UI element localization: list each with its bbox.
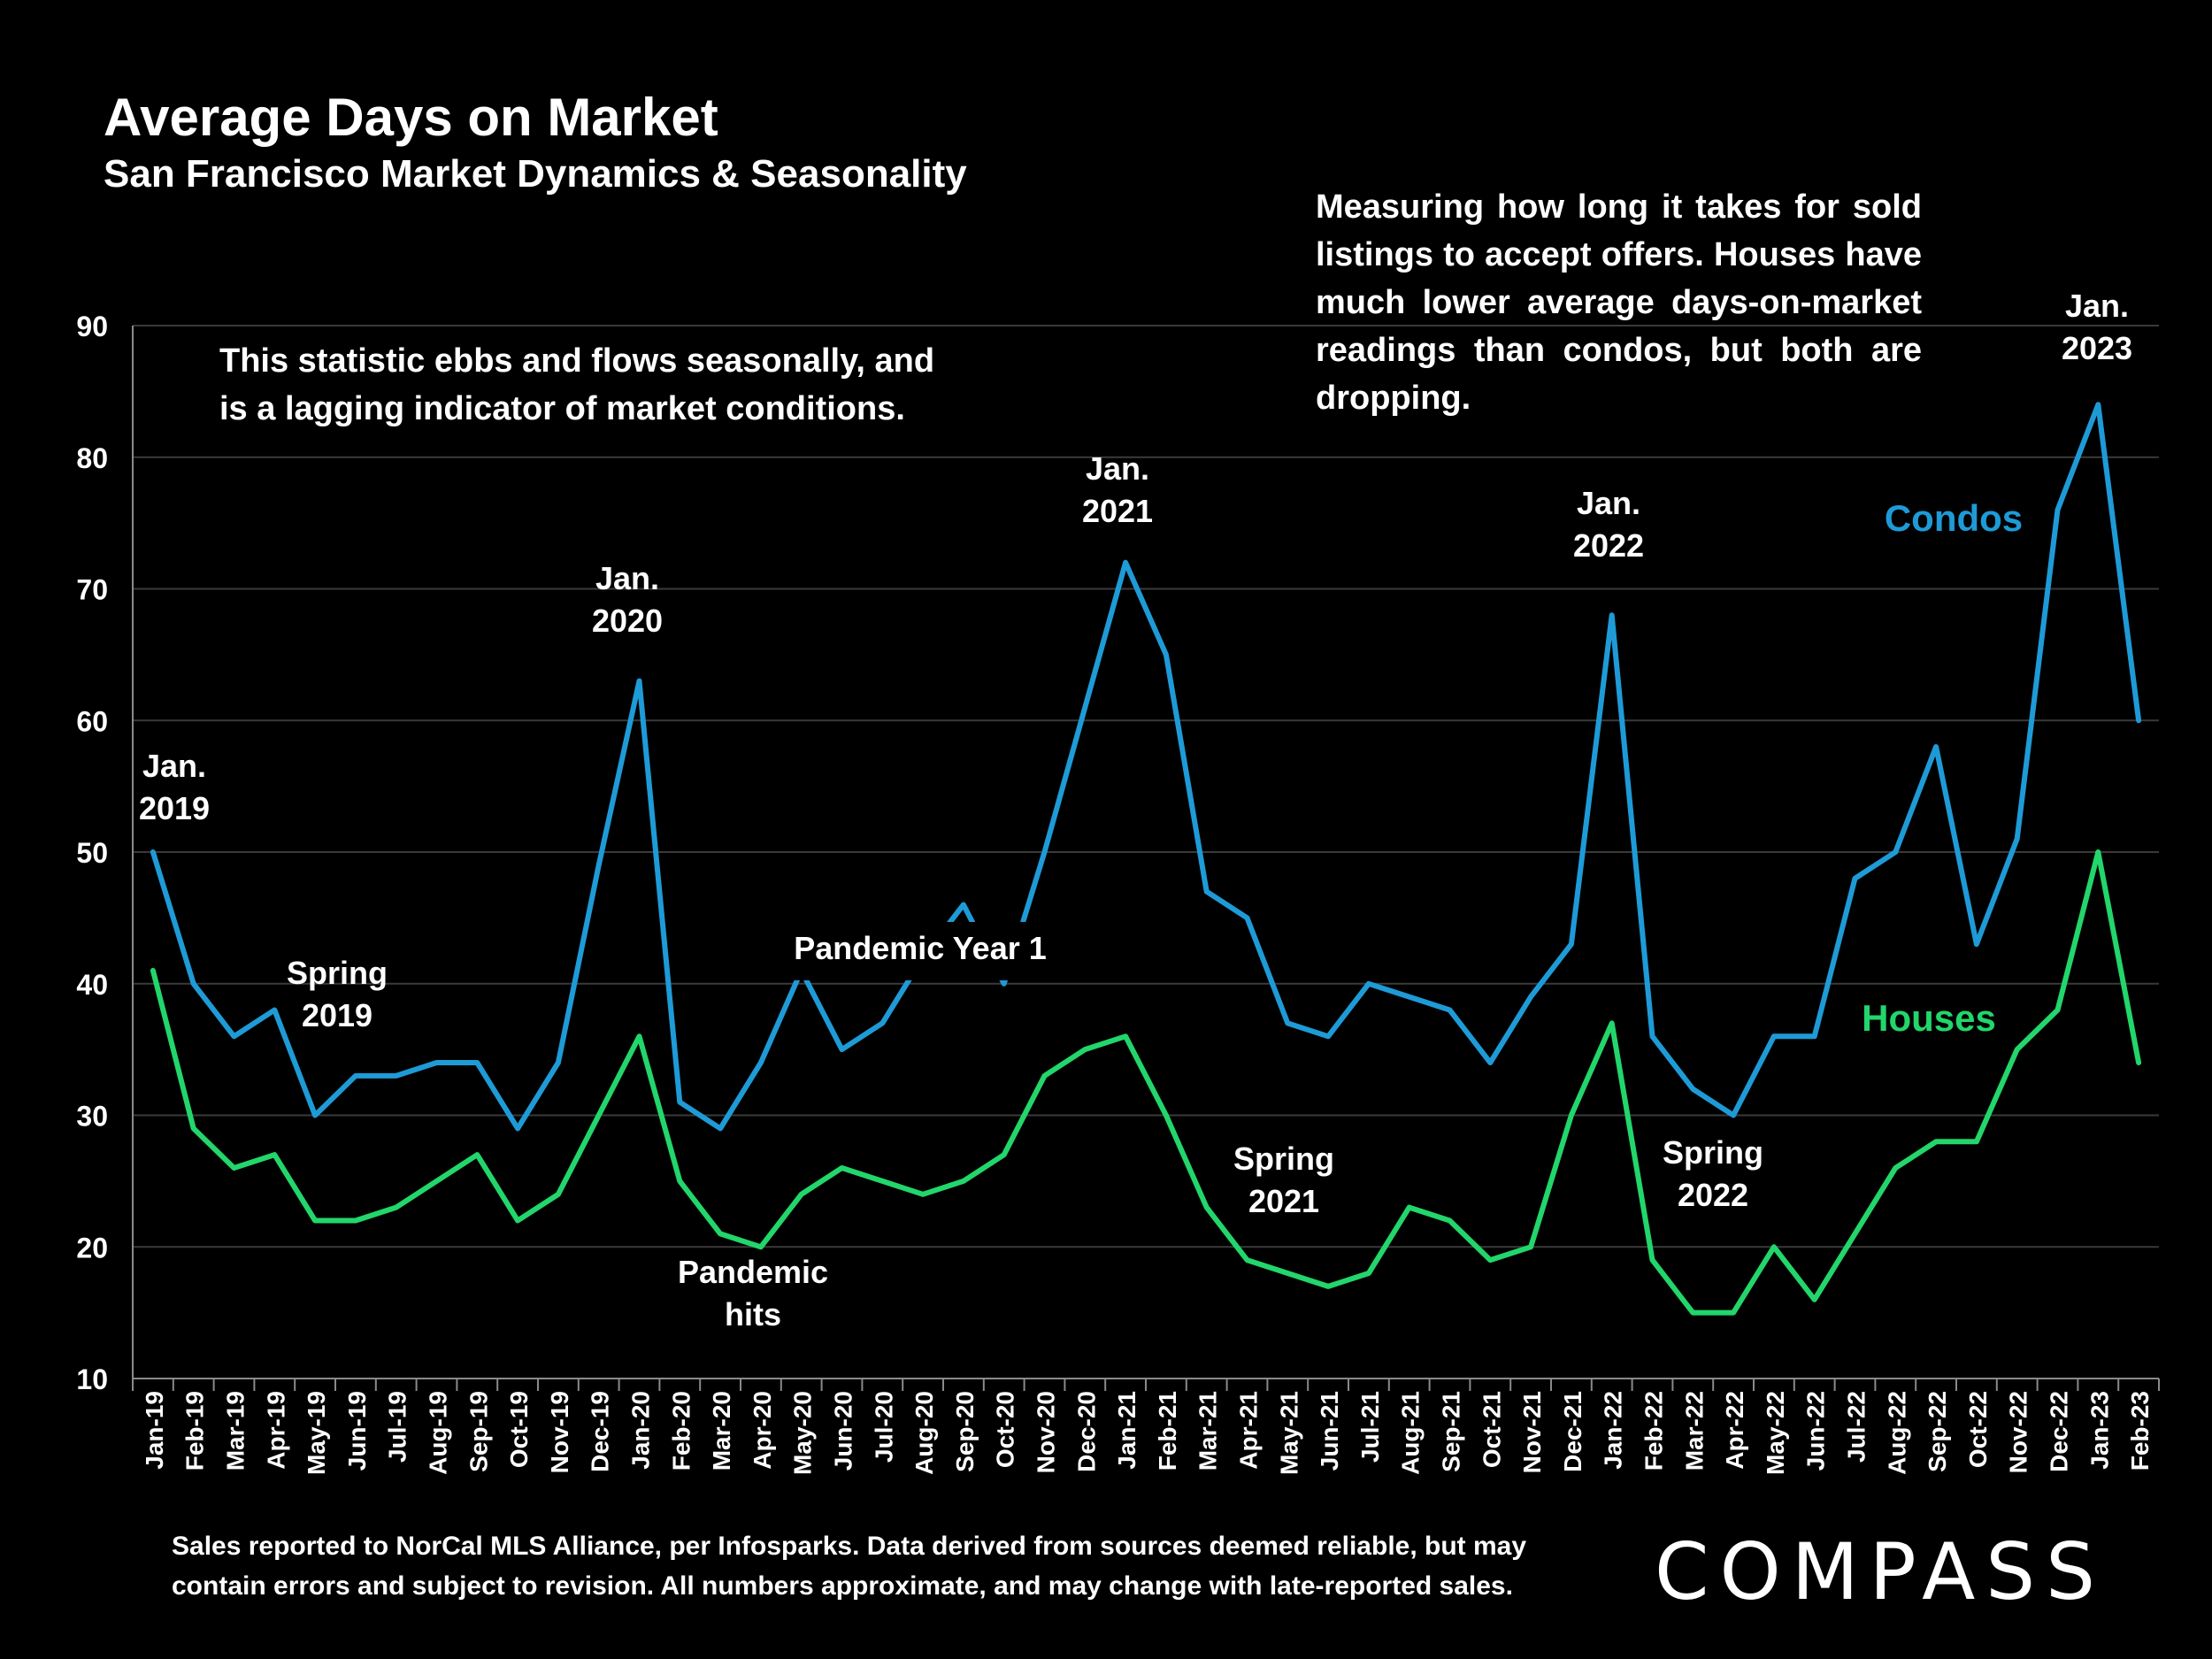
annotation-label: Spring (1663, 1134, 1763, 1171)
y-tick-label: 80 (76, 442, 108, 474)
y-tick-label: 50 (76, 837, 108, 869)
note-measurement: Measuring how long it takes for sold lis… (1316, 188, 1922, 417)
y-tick-label: 20 (76, 1232, 108, 1263)
x-tick-label: Jan-19 (141, 1391, 168, 1470)
annotation-label: 2019 (302, 997, 373, 1033)
x-tick-label: Jun-22 (1802, 1391, 1830, 1471)
x-tick-label: Aug-20 (910, 1391, 938, 1475)
x-tick-label: Jun-20 (830, 1391, 857, 1471)
annotation-label: Jan. (1086, 450, 1149, 487)
x-tick-label: Nov-19 (546, 1391, 573, 1473)
x-tick-label: Oct-20 (992, 1391, 1019, 1468)
x-tick-label: May-19 (303, 1391, 330, 1475)
y-tick-label: 10 (76, 1363, 108, 1395)
y-tick-label: 90 (76, 311, 108, 342)
x-tick-label: Nov-22 (2005, 1391, 2032, 1473)
x-tick-label: Jul-19 (384, 1391, 411, 1463)
annotation-label: Pandemic Year 1 (794, 930, 1047, 966)
x-tick-label: Nov-20 (1033, 1391, 1060, 1473)
annotation-label: Spring (1233, 1141, 1334, 1177)
x-tick-label: Oct-21 (1478, 1391, 1505, 1468)
x-tick-label: Jan-21 (1113, 1391, 1141, 1470)
chart-subtitle: San Francisco Market Dynamics & Seasonal… (104, 152, 967, 196)
x-tick-label: Oct-22 (1964, 1391, 1992, 1468)
x-tick-label: Jun-21 (1316, 1391, 1343, 1471)
annotation-label: Jan. (2065, 288, 2129, 324)
x-tick-label: Apr-22 (1721, 1391, 1748, 1470)
annotation-label: 2023 (2062, 330, 2132, 366)
x-tick-label: May-22 (1762, 1391, 1789, 1475)
annotation-label: Jan. (595, 560, 659, 596)
x-tick-label: Feb-23 (2126, 1391, 2154, 1471)
y-tick-label: 30 (76, 1101, 108, 1133)
x-tick-label: Dec-22 (2046, 1391, 2073, 1472)
annotation-label: hits (725, 1296, 781, 1333)
x-tick-label: Mar-22 (1680, 1391, 1708, 1471)
x-tick-label: Jul-20 (870, 1391, 897, 1463)
x-tick-label: Mar-21 (1194, 1391, 1222, 1471)
x-tick-label: Oct-19 (505, 1391, 533, 1468)
annotation-label: 2021 (1248, 1183, 1319, 1219)
x-tick-label: Sep-21 (1438, 1391, 1465, 1472)
x-tick-label: Feb-21 (1154, 1391, 1181, 1471)
series-line-condos (150, 402, 2142, 1132)
series-line-houses (150, 849, 2142, 1316)
x-tick-label: Dec-19 (587, 1391, 614, 1472)
note-seasonal: This statistic ebbs and flows seasonally… (219, 342, 935, 427)
x-tick-label: Sep-20 (951, 1391, 979, 1472)
y-tick-label: 60 (76, 705, 108, 737)
x-tick-label: Jul-22 (1843, 1391, 1870, 1463)
x-tick-label: Dec-20 (1072, 1391, 1100, 1472)
x-tick-label: Apr-21 (1235, 1391, 1263, 1470)
annotation-mask (761, 922, 1097, 980)
annotation-label: Spring (287, 955, 388, 991)
x-tick-label: Apr-19 (262, 1391, 289, 1470)
x-tick-label: Dec-21 (1559, 1391, 1586, 1472)
y-tick-label: 70 (76, 574, 108, 606)
x-tick-label: May-21 (1275, 1391, 1302, 1475)
x-tick-label: Jan-22 (1600, 1391, 1627, 1470)
annotation-label: Jan. (142, 748, 206, 784)
annotation-label: Jan. (1577, 485, 1640, 521)
annotation-label: Pandemic (678, 1254, 828, 1290)
x-tick-label: Aug-22 (1883, 1391, 1910, 1475)
x-tick-label: Feb-20 (667, 1391, 695, 1471)
compass-logo: COMPASS (1655, 1526, 2106, 1617)
x-tick-label: Jun-19 (343, 1391, 371, 1471)
x-tick-label: Mar-19 (222, 1391, 250, 1471)
x-tick-label: Aug-21 (1397, 1391, 1425, 1475)
x-tick-label: Sep-22 (1924, 1391, 1951, 1472)
x-tick-label: Jul-21 (1356, 1391, 1384, 1463)
x-tick-label: Apr-20 (749, 1391, 776, 1470)
x-tick-label: Nov-21 (1518, 1391, 1546, 1473)
annotation-label: 2020 (592, 603, 663, 639)
annotation-label: 2022 (1678, 1177, 1748, 1213)
chart-title: Average Days on Market (104, 88, 718, 147)
x-tick-label: Feb-22 (1640, 1391, 1668, 1471)
annotation-label: 2021 (1082, 493, 1153, 529)
series-label-houses: Houses (1862, 997, 1996, 1039)
x-tick-label: Jan-23 (2085, 1391, 2113, 1470)
x-tick-label: Mar-20 (708, 1391, 735, 1471)
x-tick-label: Feb-19 (181, 1391, 209, 1471)
x-tick-label: Jan-20 (627, 1391, 655, 1470)
x-tick-label: Sep-19 (465, 1391, 492, 1472)
annotation-label: 2019 (139, 790, 210, 826)
annotation-label: 2022 (1573, 527, 1644, 564)
series-label-condos: Condos (1885, 497, 2023, 539)
y-tick-label: 40 (76, 969, 108, 1001)
x-tick-label: May-20 (789, 1391, 817, 1475)
x-tick-label: Aug-19 (425, 1391, 452, 1475)
source-footnote: Sales reported to NorCal MLS Alliance, p… (172, 1532, 1527, 1601)
